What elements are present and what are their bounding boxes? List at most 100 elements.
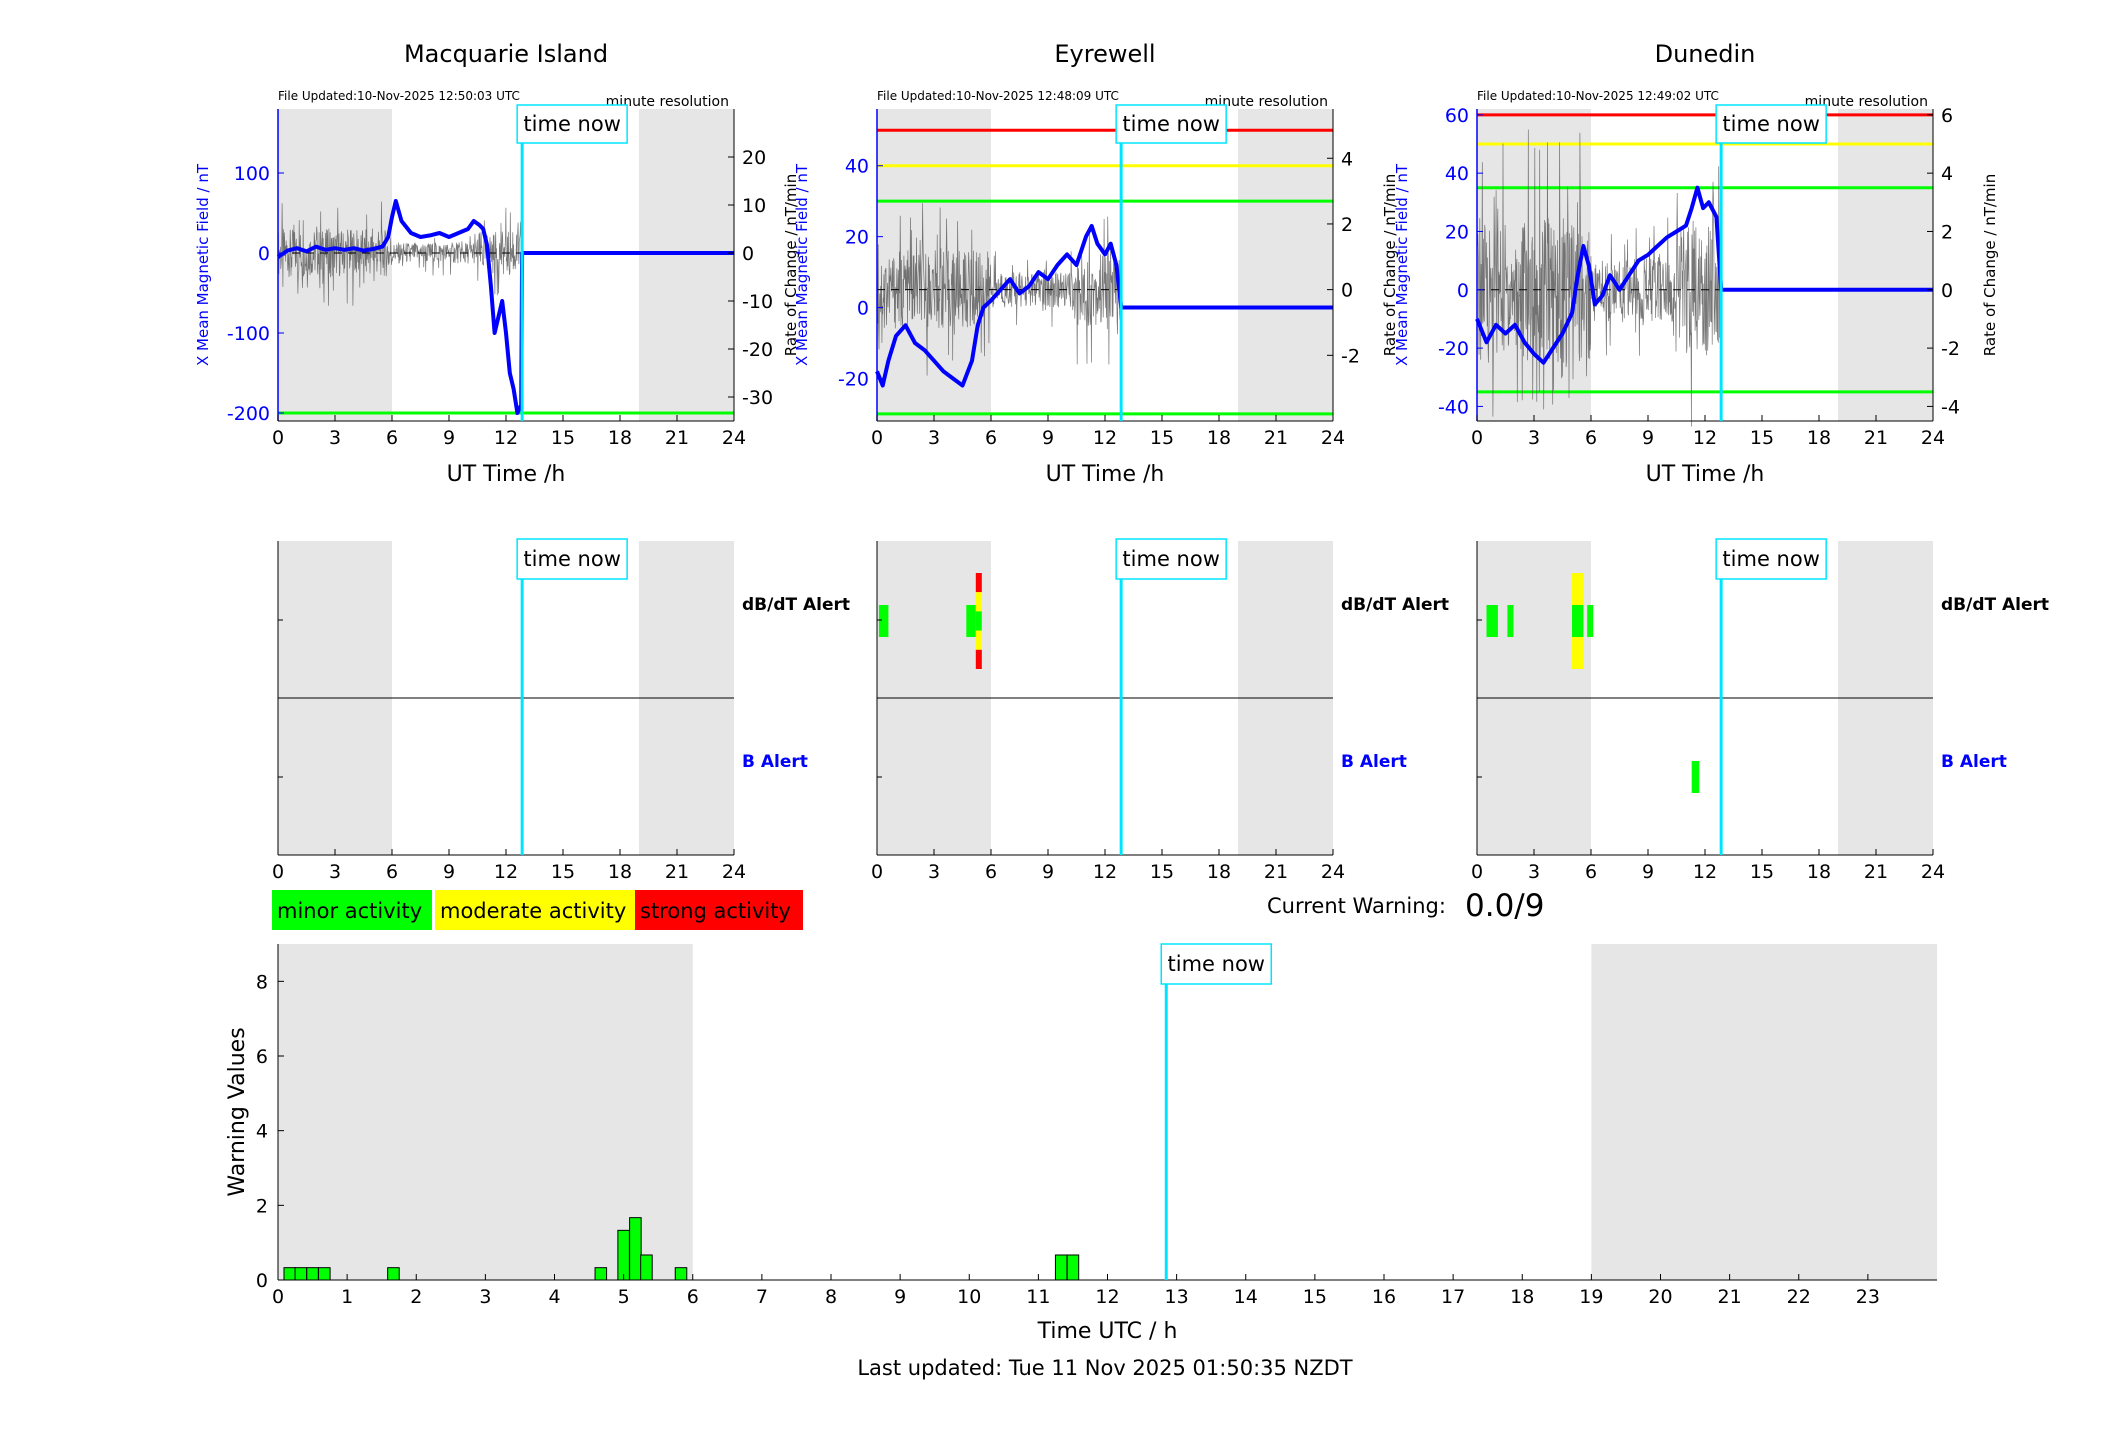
x-tick-label: 9 (894, 1286, 906, 1308)
station-title: Eyrewell (1054, 40, 1155, 68)
x-axis-label: UT Time /h (1646, 462, 1765, 487)
x-tick-label: 21 (665, 861, 689, 883)
dbdt-alert-bar (975, 630, 982, 650)
station-title: Macquarie Island (404, 40, 608, 68)
x-tick-label: 9 (1042, 427, 1054, 449)
x-tick-label: 21 (1864, 861, 1888, 883)
dbdt-alert-bar (1572, 605, 1584, 637)
resolution-text: minute resolution (1805, 94, 1928, 110)
y-tick-label: 4 (256, 1121, 268, 1143)
station-field-panels: Macquarie Island File Updated:10-Nov-2025… (194, 40, 1999, 487)
x-tick-label: 15 (1750, 861, 1774, 883)
dbdt-alert-bar (975, 592, 982, 612)
warning-bar (640, 1254, 653, 1281)
x-tick-label: 0 (1471, 427, 1483, 449)
y-axis-label-right: Rate of Change / nT/min (1981, 174, 1999, 356)
dbdt-alert-bar (1486, 605, 1498, 637)
dbdt-alert-label: dB/dT Alert (1341, 595, 1449, 615)
night-band (1591, 944, 1937, 1280)
x-tick-label: 18 (1207, 427, 1231, 449)
time-now-label: time now (1122, 547, 1219, 571)
warning-bar (1054, 1254, 1068, 1281)
right-tick-label: 2 (1941, 221, 1953, 243)
right-tick-label: -2 (1341, 345, 1360, 367)
right-tick-label: -2 (1941, 338, 1960, 360)
x-tick-label: 3 (928, 861, 940, 883)
time-now-box (1715, 104, 1827, 144)
legend-swatch-green (272, 890, 432, 930)
x-tick-label: 21 (1864, 427, 1888, 449)
dbdt-alert-bar (975, 649, 982, 669)
alert-panel-1: dB/dT Alert B Alert 0 3 6 9 12 15 18 21 24 time now (871, 538, 1449, 883)
station-alert-panels: dB/dT Alert B Alert 0 3 6 9 12 15 18 21 24 time now… (272, 538, 2049, 883)
x-tick-label: 12 (494, 861, 518, 883)
y-tick-label: 2 (256, 1195, 268, 1217)
warning-bar (629, 1217, 642, 1281)
time-now-box (1160, 943, 1273, 985)
x-tick-label: 18 (1807, 427, 1831, 449)
x-tick-label: 21 (1264, 427, 1288, 449)
x-tick-label: 15 (1150, 427, 1174, 449)
x-tick-label: 3 (1528, 427, 1540, 449)
station-panel-2: Dunedin File Updated:10-Nov-2025 12:49:02… (1393, 40, 1999, 487)
x-tick-label: 18 (608, 861, 632, 883)
x-tick-label: 1 (341, 1286, 353, 1308)
x-tick-label: 6 (1585, 427, 1597, 449)
b-alert-label: B Alert (742, 752, 808, 772)
x-tick-label: 21 (665, 427, 689, 449)
x-axis-label: Time UTC / h (1037, 1319, 1178, 1344)
x-tick-label: 12 (1693, 861, 1717, 883)
right-tick-label: -4 (1941, 396, 1960, 418)
x-tick-label: 6 (985, 427, 997, 449)
night-band (1238, 109, 1333, 421)
x-tick-label: 10 (957, 1286, 981, 1308)
x-tick-label: 24 (1921, 427, 1945, 449)
time-now-label: time now (523, 547, 620, 571)
time-now-box (1115, 104, 1227, 144)
x-tick-label: 9 (443, 861, 455, 883)
x-tick-label: 0 (871, 861, 883, 883)
x-tick-label: 15 (1303, 1286, 1327, 1308)
x-tick-label: 18 (1510, 1286, 1534, 1308)
dbdt-alert-label: dB/dT Alert (742, 595, 850, 615)
rate-of-change-line (277, 201, 523, 306)
x-tick-label: 13 (1165, 1286, 1189, 1308)
x-tick-label: 6 (1585, 861, 1597, 883)
x-tick-label: 24 (722, 861, 746, 883)
night-band (1838, 109, 1933, 421)
x-field-line (1475, 185, 1933, 365)
dbdt-alert-bar (975, 611, 982, 631)
x-tick-label: 3 (329, 861, 341, 883)
warning-bar (294, 1267, 308, 1281)
station-panel-0: Macquarie Island File Updated:10-Nov-2025… (194, 40, 800, 487)
x-tick-label: 9 (1642, 427, 1654, 449)
time-now-box (1115, 538, 1227, 580)
x-tick-label: 19 (1579, 1286, 1603, 1308)
x-tick-label: 11 (1026, 1286, 1050, 1308)
right-tick-label: 0 (1941, 280, 1953, 302)
dbdt-alert-bar (975, 573, 982, 593)
warning-bar (617, 1229, 630, 1281)
right-tick-label: 10 (742, 195, 766, 217)
alert-panel-0: dB/dT Alert B Alert 0 3 6 9 12 15 18 21 24 time now (272, 538, 850, 883)
x-tick-label: 7 (756, 1286, 768, 1308)
x-tick-label: 21 (1264, 861, 1288, 883)
x-tick-label: 24 (1321, 427, 1345, 449)
dbdt-alert-bar (1587, 605, 1594, 637)
left-tick-label: -40 (1438, 396, 1469, 418)
time-now-label: time now (1168, 952, 1265, 976)
resolution-text: minute resolution (606, 94, 729, 110)
x-tick-label: 0 (272, 1286, 284, 1308)
x-tick-label: 12 (494, 427, 518, 449)
left-tick-label: 0 (857, 298, 869, 320)
left-tick-label: 40 (845, 156, 869, 178)
y-axis-label-left: X Mean Magnetic Field / nT (194, 163, 212, 366)
right-tick-label: 6 (1941, 105, 1953, 127)
activity-legend: minor activity moderate activity strong ac… (272, 890, 803, 930)
x-tick-label: 24 (1321, 861, 1345, 883)
x-tick-label: 6 (386, 427, 398, 449)
x-tick-label: 2 (410, 1286, 422, 1308)
x-tick-label: 8 (825, 1286, 837, 1308)
